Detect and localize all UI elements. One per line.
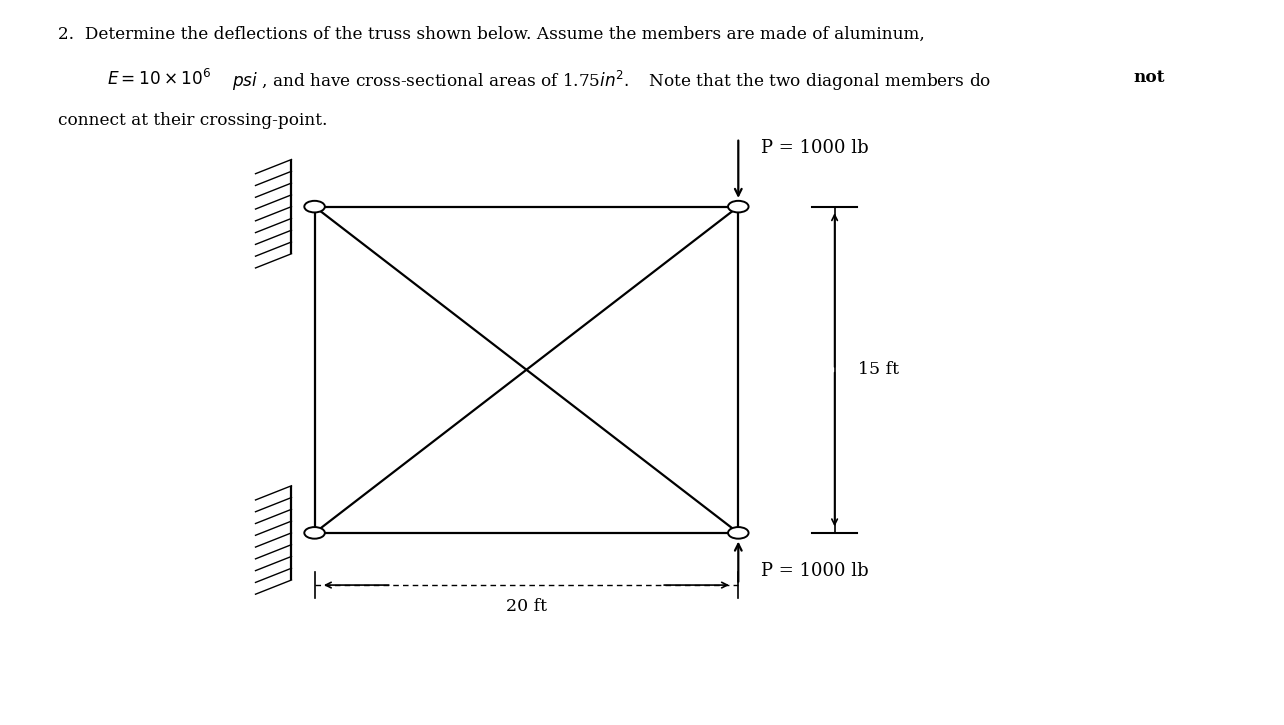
Text: P = 1000 lb: P = 1000 lb [761, 562, 869, 580]
Text: $psi$ , and have cross-sectional areas of 1.75$in^2$$.$   Note that the two diag: $psi$ , and have cross-sectional areas o… [232, 69, 993, 93]
Circle shape [304, 201, 325, 212]
Text: not: not [1134, 69, 1166, 86]
Circle shape [728, 201, 749, 212]
Text: $E =10\times10^6$: $E =10\times10^6$ [107, 69, 211, 89]
Text: connect at their crossing-point.: connect at their crossing-point. [58, 112, 327, 129]
Text: 15 ft: 15 ft [858, 361, 899, 378]
Text: P = 1000 lb: P = 1000 lb [761, 139, 869, 157]
Text: 2.  Determine the deflections of the truss shown below. Assume the members are m: 2. Determine the deflections of the trus… [58, 25, 924, 42]
Text: 20 ft: 20 ft [506, 598, 547, 615]
Circle shape [304, 527, 325, 539]
Circle shape [728, 527, 749, 539]
